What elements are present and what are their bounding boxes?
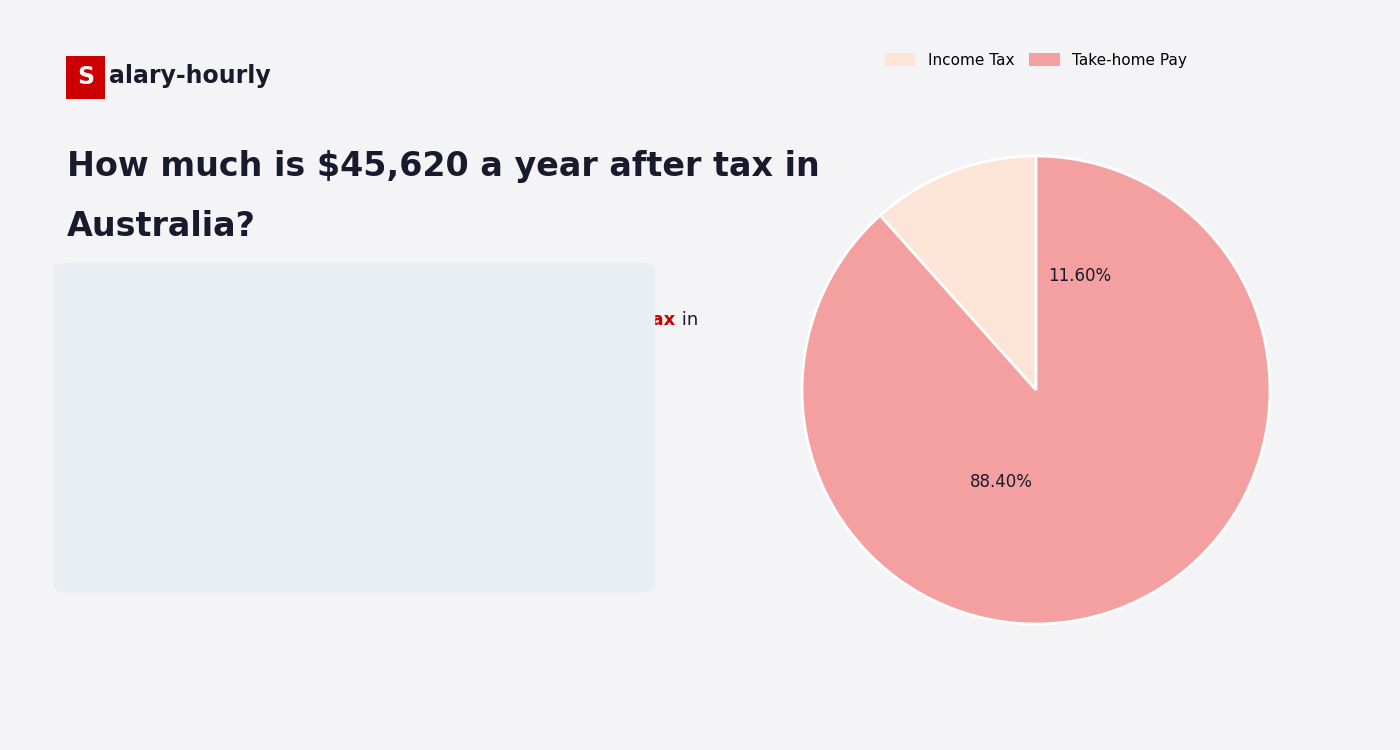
Text: Australia?: Australia? (67, 210, 256, 243)
Text: 11.60%: 11.60% (1047, 267, 1112, 285)
Text: •  Income Tax: $5,293: • Income Tax: $5,293 (119, 481, 302, 499)
Text: Australia for a resident.: Australia for a resident. (102, 370, 314, 388)
Legend: Income Tax, Take-home Pay: Income Tax, Take-home Pay (879, 46, 1193, 74)
Text: A Yearly salary of $45,620 is approximately: A Yearly salary of $45,620 is approximat… (102, 311, 500, 329)
Text: 88.40%: 88.40% (970, 472, 1032, 490)
Text: alary-hourly: alary-hourly (109, 64, 272, 88)
Text: How much is $45,620 a year after tax in: How much is $45,620 a year after tax in (67, 150, 820, 183)
Text: in: in (676, 311, 697, 329)
Wedge shape (881, 156, 1036, 390)
Text: •  Take-home pay: $40,327: • Take-home pay: $40,327 (119, 532, 343, 550)
Text: S: S (77, 64, 94, 88)
Text: •  Gross pay: $45,620: • Gross pay: $45,620 (119, 430, 301, 448)
Wedge shape (802, 156, 1270, 624)
Text: $40,327 after tax: $40,327 after tax (500, 311, 676, 329)
